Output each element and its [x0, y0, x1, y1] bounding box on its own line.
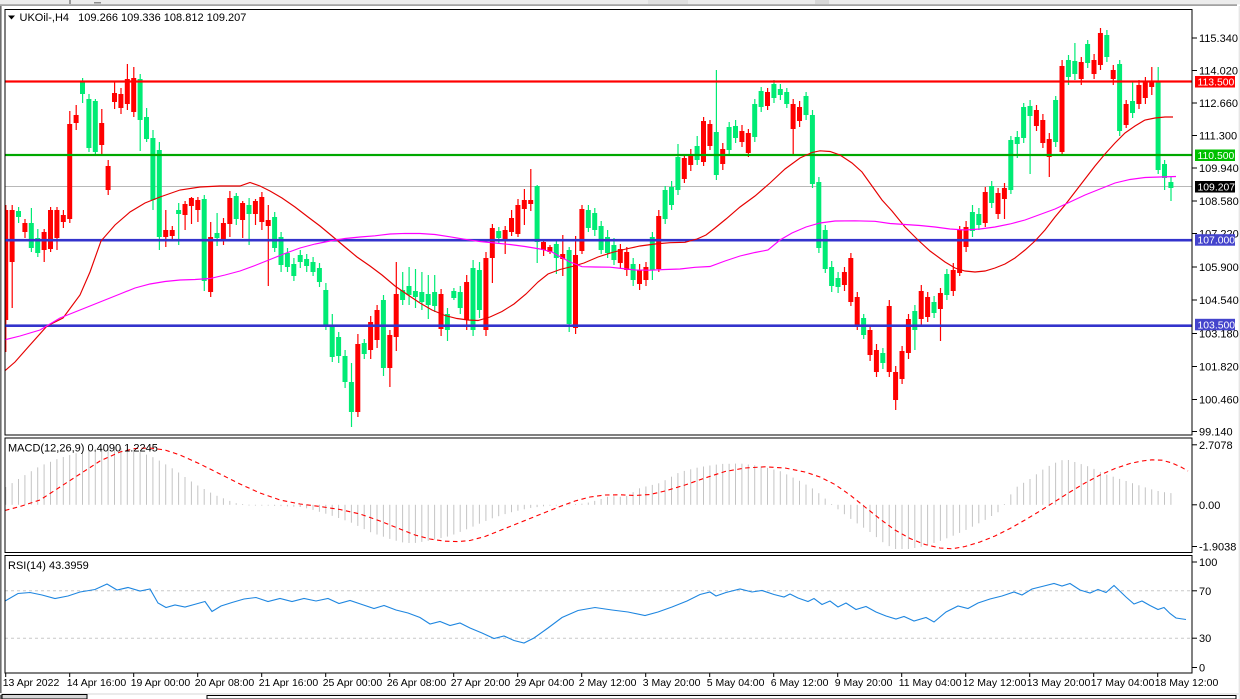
svg-text:-1.9038: -1.9038 — [1199, 542, 1236, 554]
svg-text:RSI(14) 43.3959: RSI(14) 43.3959 — [8, 560, 89, 572]
svg-text:5 May 04:00: 5 May 04:00 — [707, 677, 765, 689]
svg-text:21 Apr 16:00: 21 Apr 16:00 — [259, 677, 319, 689]
svg-text:3 May 20:00: 3 May 20:00 — [643, 677, 701, 689]
svg-text:0: 0 — [1199, 663, 1205, 675]
svg-text:25 Apr 00:00: 25 Apr 00:00 — [323, 677, 383, 689]
svg-text:103.500: 103.500 — [1198, 320, 1236, 331]
svg-text:114.020: 114.020 — [1199, 66, 1238, 78]
svg-text:113.500: 113.500 — [1198, 78, 1235, 89]
svg-text:110.500: 110.500 — [1198, 151, 1235, 162]
svg-text:13 Apr 2022: 13 Apr 2022 — [3, 677, 60, 689]
svg-text:MACD(12,26,9) 0.4090 1.2245: MACD(12,26,9) 0.4090 1.2245 — [8, 443, 158, 455]
svg-text:13 May 20:00: 13 May 20:00 — [1027, 677, 1091, 689]
svg-text:29 Apr 04:00: 29 Apr 04:00 — [515, 677, 575, 689]
svg-text:108.580: 108.580 — [1199, 196, 1239, 208]
svg-text:6 May 12:00: 6 May 12:00 — [771, 677, 829, 689]
svg-text:115.340: 115.340 — [1199, 33, 1238, 45]
svg-text:109.207: 109.207 — [1198, 183, 1236, 194]
svg-text:70: 70 — [1199, 586, 1211, 598]
svg-text:100: 100 — [1199, 557, 1217, 569]
svg-text:14 Apr 16:00: 14 Apr 16:00 — [67, 677, 127, 689]
svg-text:99.140: 99.140 — [1199, 427, 1233, 439]
svg-text:103.180: 103.180 — [1199, 329, 1239, 341]
svg-text:12 May 12:00: 12 May 12:00 — [963, 677, 1027, 689]
svg-text:20 Apr 08:00: 20 Apr 08:00 — [195, 677, 255, 689]
svg-text:104.540: 104.540 — [1199, 295, 1239, 307]
svg-text:111.300: 111.300 — [1199, 131, 1237, 143]
svg-text:27 Apr 20:00: 27 Apr 20:00 — [451, 677, 511, 689]
svg-text:30: 30 — [1199, 633, 1211, 645]
svg-text:UKOil-,H4 109.266 109.336 10: UKOil-,H4 109.266 109.336 108.812 109.20… — [20, 12, 247, 24]
svg-text:19 Apr 00:00: 19 Apr 00:00 — [131, 677, 191, 689]
svg-text:18 May 12:00: 18 May 12:00 — [1155, 677, 1219, 689]
svg-text:26 Apr 08:00: 26 Apr 08:00 — [387, 677, 447, 689]
svg-text:105.900: 105.900 — [1199, 262, 1239, 274]
svg-text:109.940: 109.940 — [1199, 163, 1239, 175]
svg-text:100.460: 100.460 — [1199, 395, 1239, 407]
svg-text:0.00: 0.00 — [1199, 500, 1220, 512]
svg-text:9 May 20:00: 9 May 20:00 — [835, 677, 893, 689]
svg-text:17 May 04:00: 17 May 04:00 — [1091, 677, 1155, 689]
svg-text:2 May 12:00: 2 May 12:00 — [579, 677, 637, 689]
svg-text:2.7078: 2.7078 — [1199, 440, 1233, 452]
svg-text:101.820: 101.820 — [1199, 362, 1239, 374]
svg-text:11 May 04:00: 11 May 04:00 — [899, 677, 962, 689]
svg-text:112.660: 112.660 — [1199, 98, 1238, 110]
svg-text:107.000: 107.000 — [1198, 236, 1236, 247]
